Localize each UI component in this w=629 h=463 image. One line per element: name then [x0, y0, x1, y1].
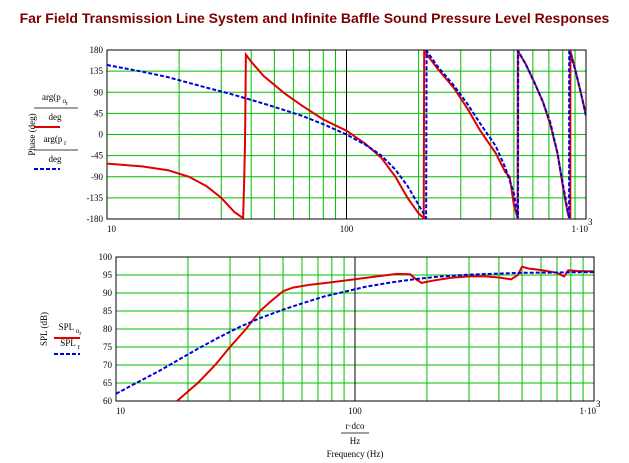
- x-tick-exponent: 3: [588, 217, 593, 227]
- x-axis-label-denominator: Hz: [350, 436, 361, 446]
- y-tick-label: 65: [103, 378, 113, 388]
- y-tick-label: 60: [103, 396, 113, 406]
- y-tick-label: -180: [87, 214, 104, 224]
- y-tick-label: 70: [103, 360, 113, 370]
- y-tick-label: 85: [103, 306, 113, 316]
- y-tick-label: 95: [103, 270, 113, 280]
- chart-1: 3 Phase (deg) arg(p or arg(p r: [27, 49, 593, 227]
- series-blue-line: [107, 50, 586, 219]
- y-tick-label: -45: [91, 151, 103, 161]
- x-tick-exponent: 3: [596, 399, 601, 409]
- y-tick-label: 0: [99, 130, 104, 140]
- x-tick-label: 1·10: [580, 406, 597, 416]
- series-red-line: [176, 265, 594, 401]
- y-tick-label: -135: [87, 193, 104, 203]
- legend-label: SPL r: [60, 338, 80, 351]
- y-tick-label: 135: [90, 66, 104, 76]
- y-tick-label: 80: [103, 324, 113, 334]
- x-tick-label: 100: [340, 224, 354, 234]
- y-tick-label: 180: [90, 45, 104, 55]
- legend-label: arg(p r: [44, 134, 68, 147]
- x-axis-label-numerator: r·dco: [346, 421, 365, 431]
- y-tick-label: 100: [99, 252, 113, 262]
- y-axis-label: Phase (deg): [27, 113, 37, 155]
- legend-label: arg(p or: [42, 92, 68, 107]
- legend-denominator: deg: [49, 154, 62, 164]
- y-tick-label: 75: [103, 342, 113, 352]
- chart-title: Far Field Transmission Line System and I…: [19, 10, 610, 26]
- y-tick-label: 90: [103, 288, 113, 298]
- plot-frame: [115, 256, 595, 402]
- x-axis-title: Frequency (Hz): [327, 449, 384, 459]
- series-blue-line: [116, 271, 594, 395]
- legend-denominator: deg: [49, 112, 62, 122]
- legend-label: SPL or: [59, 322, 82, 337]
- x-tick-label: 10: [116, 406, 126, 416]
- y-tick-label: 45: [94, 108, 104, 118]
- y-tick-label: 90: [94, 87, 104, 97]
- y-axis-label: SPL (dB): [39, 312, 49, 346]
- x-tick-label: 100: [348, 406, 362, 416]
- plot-frame: [106, 49, 587, 220]
- x-tick-label: 1·10: [572, 224, 589, 234]
- y-tick-label: -90: [91, 172, 103, 182]
- x-tick-label: 10: [107, 224, 117, 234]
